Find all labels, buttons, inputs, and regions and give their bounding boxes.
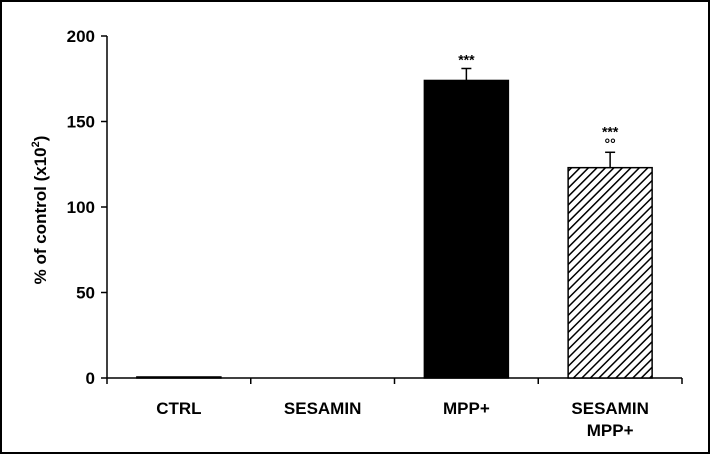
x-tick-label: MPP+	[443, 399, 490, 418]
y-tick-label: 100	[67, 198, 95, 217]
significance-label: ***	[602, 123, 619, 139]
x-tick-label: SESAMIN	[284, 399, 361, 418]
x-tick-label: CTRL	[156, 399, 201, 418]
y-tick-label: 0	[86, 369, 95, 388]
x-tick-label: MPP+	[587, 421, 634, 440]
y-tick-label: 50	[76, 284, 95, 303]
y-tick-label: 200	[67, 27, 95, 46]
x-tick-label: SESAMIN	[571, 399, 648, 418]
significance-label: °°	[605, 135, 616, 151]
y-tick-label: 150	[67, 113, 95, 132]
bar	[423, 79, 510, 379]
bar	[567, 166, 653, 379]
significance-label: ***	[458, 51, 475, 67]
bar	[136, 376, 222, 379]
y-axis-label: % of control (x102)	[30, 136, 50, 285]
